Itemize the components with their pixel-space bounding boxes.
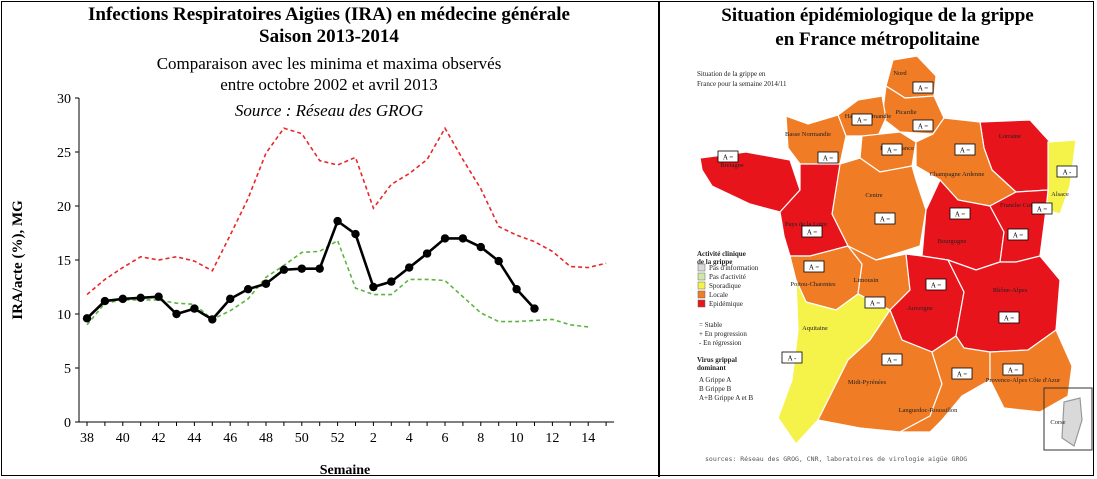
x-tick-label: 48 bbox=[259, 431, 273, 446]
data-point bbox=[405, 263, 414, 272]
y-tick-label: 25 bbox=[57, 146, 71, 161]
data-point bbox=[136, 293, 145, 302]
y-axis-label: IRA/acte (%), MG bbox=[10, 200, 26, 320]
y-tick-label: 30 bbox=[57, 92, 71, 107]
x-tick-label: 14 bbox=[581, 431, 595, 446]
chart-source: Source : Réseau des GROG bbox=[234, 101, 424, 120]
chart-title-line1: Infections Respiratoires Aigües (IRA) en… bbox=[88, 4, 570, 25]
data-point bbox=[190, 304, 199, 313]
x-tick-label: 46 bbox=[223, 431, 237, 446]
data-point bbox=[494, 256, 503, 266]
series-line-maximum bbox=[86, 126, 607, 296]
x-tick-label: 50 bbox=[295, 431, 309, 446]
x-tick-label: 12 bbox=[545, 431, 559, 446]
data-point bbox=[118, 294, 128, 304]
data-point bbox=[297, 264, 306, 273]
x-tick-label: 8 bbox=[477, 431, 484, 446]
data-point bbox=[226, 294, 235, 304]
series-line-minimum bbox=[86, 239, 589, 328]
data-point bbox=[351, 229, 360, 239]
data-point bbox=[279, 265, 289, 274]
data-point bbox=[387, 277, 396, 286]
data-point bbox=[82, 314, 92, 323]
chart-title: Infections Respiratoires Aigües (IRA) en… bbox=[0, 4, 658, 48]
y-tick-label: 15 bbox=[57, 254, 71, 269]
y-tick-label: 5 bbox=[64, 362, 71, 377]
data-point bbox=[243, 284, 253, 294]
data-point bbox=[440, 234, 450, 243]
x-axis-label: Semaine bbox=[320, 463, 371, 478]
y-tick-label: 20 bbox=[57, 200, 71, 215]
map-panel-title: Situation épidémiologique de la grippe e… bbox=[660, 4, 1095, 52]
data-point bbox=[154, 292, 163, 301]
data-point bbox=[422, 249, 432, 258]
chart-subtitle: Comparaison avec les minima et maxima ob… bbox=[0, 53, 658, 95]
x-tick-label: 4 bbox=[406, 431, 413, 446]
x-tick-label: 44 bbox=[187, 431, 201, 446]
data-point bbox=[208, 315, 217, 324]
x-tick-label: 2 bbox=[370, 431, 377, 446]
chart-subtitle-line2: entre octobre 2002 et avril 2013 bbox=[220, 75, 438, 94]
data-point bbox=[476, 242, 485, 252]
data-point bbox=[100, 296, 110, 306]
data-point bbox=[315, 264, 324, 273]
data-point bbox=[530, 304, 539, 313]
x-tick-label: 10 bbox=[510, 431, 524, 446]
data-point bbox=[333, 216, 342, 226]
map-title-line1: Situation épidémiologique de la grippe bbox=[721, 5, 1034, 26]
chart-series bbox=[82, 126, 607, 328]
x-tick-label: 38 bbox=[80, 431, 94, 446]
chart-title-line2: Saison 2013-2014 bbox=[259, 26, 399, 47]
chart-subtitle-line1: Comparaison avec les minima et maxima ob… bbox=[156, 54, 502, 73]
panel-divider bbox=[658, 1, 660, 477]
data-point bbox=[458, 234, 468, 243]
data-point bbox=[369, 282, 378, 292]
x-tick-label: 6 bbox=[442, 431, 449, 446]
y-tick-label: 10 bbox=[57, 308, 71, 323]
data-point bbox=[512, 284, 521, 294]
x-tick-label: 42 bbox=[152, 431, 166, 446]
data-point bbox=[261, 279, 271, 288]
x-tick-label: 52 bbox=[331, 431, 345, 446]
y-tick-label: 0 bbox=[64, 416, 71, 431]
map-title-line2: en France métropolitaine bbox=[775, 29, 980, 50]
x-tick-label: 40 bbox=[116, 431, 130, 446]
data-point bbox=[172, 309, 181, 319]
series-line-2013-2014 bbox=[86, 219, 536, 322]
